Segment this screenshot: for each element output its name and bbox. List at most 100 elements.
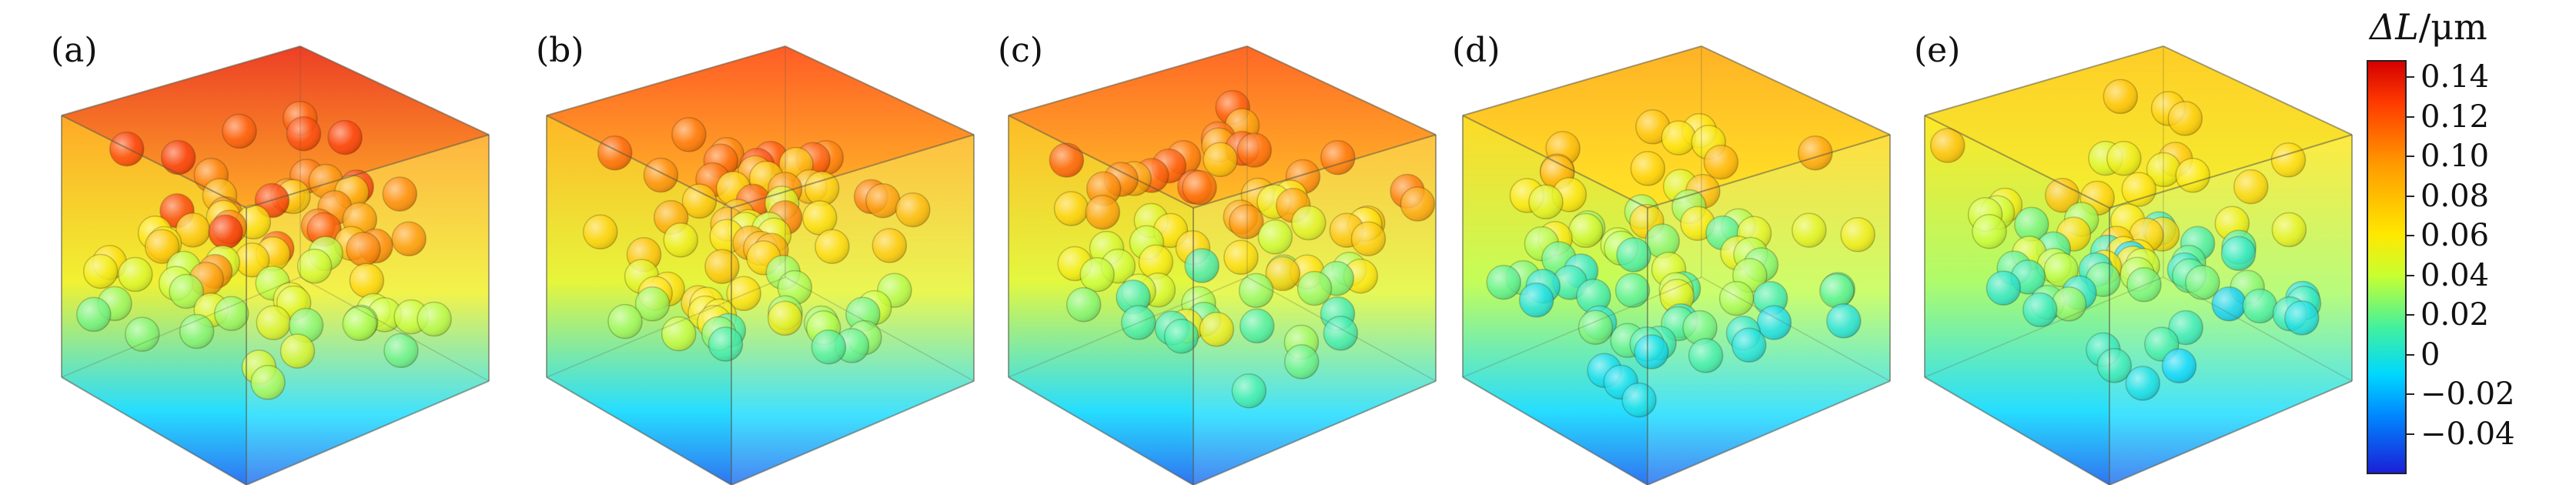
particle	[804, 171, 840, 206]
particle	[895, 192, 931, 228]
colorbar-title-symbol: ΔL	[2370, 6, 2419, 48]
cube-panel-4: (d)	[1447, 0, 1909, 485]
cube-left-face	[62, 115, 246, 485]
cube-edge	[1462, 115, 1648, 209]
particle	[109, 131, 145, 167]
particle	[708, 326, 744, 362]
particle	[1986, 270, 2022, 306]
particle	[1528, 184, 1564, 220]
particle	[663, 222, 698, 258]
cube-edge	[61, 115, 247, 209]
cube-edge	[299, 45, 490, 135]
particle	[671, 117, 707, 152]
panel-label: (b)	[536, 31, 584, 70]
cube-edge	[1924, 115, 2110, 209]
particle	[1400, 186, 1436, 222]
cube-figure	[1008, 45, 1437, 485]
colorbar-tick	[2407, 235, 2414, 236]
particle	[1635, 109, 1671, 145]
particle	[2056, 216, 2092, 252]
colorbar-gradient	[2367, 60, 2407, 474]
cube-edge	[731, 380, 975, 485]
particle	[250, 365, 286, 400]
particle	[1049, 142, 1085, 178]
particle	[417, 301, 452, 337]
particle	[681, 183, 718, 219]
colorbar-tick-label: 0.04	[2420, 257, 2490, 293]
particle	[2103, 79, 2139, 115]
colorbar-tick	[2407, 314, 2414, 316]
colorbar-tick-label: 0.06	[2420, 218, 2490, 253]
cube-panel-3: (c)	[993, 0, 1455, 485]
particle	[76, 296, 112, 333]
particle	[296, 249, 333, 284]
cube-edge	[785, 45, 975, 135]
particle	[2284, 300, 2320, 336]
cube-top-face	[1925, 46, 2352, 208]
particle	[704, 249, 740, 284]
cube-back-edge	[546, 276, 786, 378]
particle	[1236, 132, 1273, 168]
cube-edge	[2163, 45, 2353, 135]
colorbar-tick	[2407, 353, 2414, 356]
particle	[1199, 312, 1235, 347]
colorbar-tick	[2407, 156, 2414, 157]
particle	[1231, 373, 1267, 409]
colorbar-title: ΔL/μm	[2370, 6, 2487, 48]
particle	[1138, 244, 1174, 280]
particle	[1661, 120, 1697, 156]
cube-back-edge	[785, 276, 975, 382]
particle	[1703, 144, 1739, 180]
particle	[1819, 273, 1855, 309]
panel-label: (d)	[1452, 31, 1500, 70]
particle	[288, 307, 324, 343]
particle	[1972, 213, 2007, 249]
cube-edge	[2109, 134, 2353, 209]
particle	[1350, 221, 1387, 256]
colorbar-tick-label: 0.10	[2420, 139, 2490, 174]
particle	[2242, 288, 2278, 324]
particle	[2022, 292, 2058, 328]
cube-panel-5: (e)	[1909, 0, 2371, 485]
cube-figure	[546, 45, 975, 485]
particle	[2220, 236, 2257, 271]
particle	[802, 200, 838, 236]
particle	[2045, 177, 2080, 213]
particle	[1688, 338, 1724, 373]
particle	[2125, 366, 2161, 401]
particle	[342, 306, 378, 342]
cube-figure	[1924, 45, 2353, 485]
cube-back-edge	[61, 276, 301, 378]
cube-back-edge	[1924, 276, 2164, 378]
cube-edge	[1924, 45, 2164, 116]
particle	[726, 276, 761, 312]
particle	[391, 221, 427, 257]
particle	[208, 214, 243, 250]
colorbar-tick	[2407, 433, 2414, 435]
colorbar: ΔL/μm 0.14 0.12 0.10 0.08 0.06 0.04 0.02 0 −0.02…	[2340, 0, 2576, 485]
particle	[1682, 309, 1718, 346]
particle	[1644, 223, 1681, 259]
particle	[1634, 334, 1669, 370]
colorbar-tick	[2407, 115, 2414, 118]
cube-edge	[2109, 380, 2353, 485]
cube-edge	[546, 115, 732, 209]
particle	[583, 214, 618, 250]
cube-edge	[1647, 134, 1891, 209]
particle	[2146, 152, 2182, 188]
colorbar-tick-label: −0.04	[2420, 416, 2515, 452]
particle	[1238, 273, 1274, 309]
particle	[2161, 348, 2197, 384]
particle	[1568, 212, 1604, 249]
particle	[1223, 239, 1259, 276]
particle	[2121, 172, 2157, 207]
particle	[1283, 344, 1320, 380]
particle	[767, 300, 803, 336]
particle	[1616, 237, 1651, 273]
particle	[1257, 219, 1293, 255]
colorbar-tick-label: −0.02	[2420, 376, 2515, 412]
particle	[349, 263, 385, 299]
particle	[2043, 252, 2079, 288]
particle	[661, 316, 697, 352]
particle	[1323, 316, 1359, 351]
